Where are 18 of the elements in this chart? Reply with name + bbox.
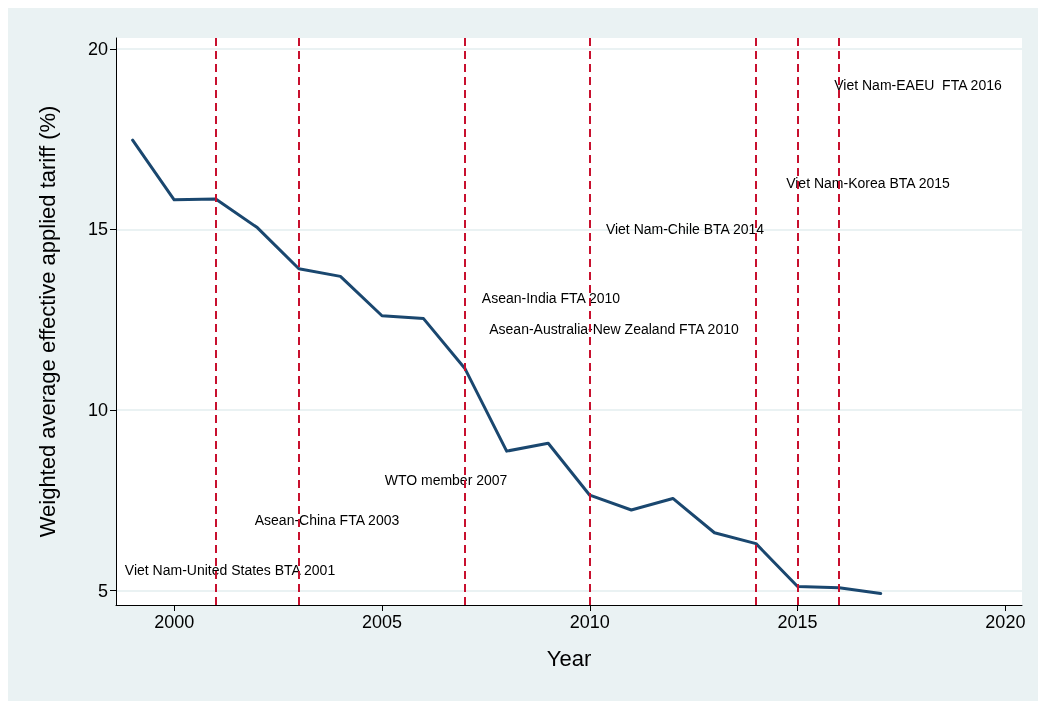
annotation: WTO member 2007 [384, 472, 508, 488]
x-tick-label: 2005 [361, 612, 403, 632]
annotation: Asean-China FTA 2003 [254, 512, 400, 528]
y-tick-label: 15 [87, 219, 108, 240]
y-tick-label: 20 [87, 38, 108, 59]
annotation: Viet Nam-Chile BTA 2014 [605, 221, 765, 237]
y-tick-label: 10 [87, 399, 108, 420]
annotation: Viet Nam-EAEU FTA 2016 [834, 77, 1002, 93]
annotation: Asean-Australia-New Zealand FTA 2010 [489, 321, 739, 337]
x-tick-label: 2010 [569, 612, 610, 632]
x-tick-label: 2020 [985, 612, 1026, 632]
annotation: Viet Nam-Korea BTA 2015 [786, 175, 951, 191]
x-axis-title: Year [546, 645, 592, 671]
y-axis-title: Weighted average effective applied tariff (%) [34, 105, 60, 538]
y-tick-label: 5 [97, 580, 108, 601]
annotation: Asean-India FTA 2010 [481, 290, 621, 306]
x-tick-label: 2015 [777, 612, 818, 632]
x-tick-label: 2000 [154, 612, 195, 632]
